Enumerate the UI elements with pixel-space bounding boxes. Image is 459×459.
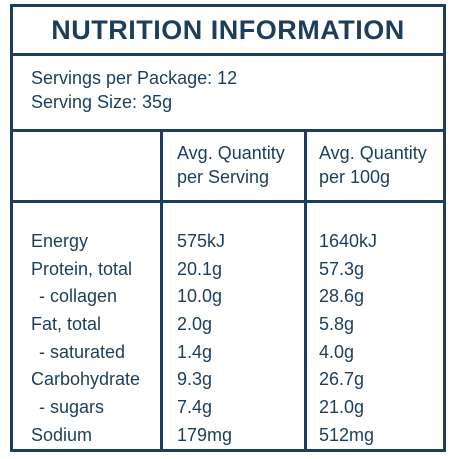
nutrient-name: - collagen: [39, 286, 118, 307]
nutrient-name: - sugars: [39, 397, 105, 418]
column-header-line: per Serving: [177, 167, 270, 187]
serving-size: Serving Size: 35g: [31, 92, 173, 112]
table-row: - sugars 7.4g 21.0g: [13, 394, 443, 422]
per-100g-value: 26.7g: [319, 369, 365, 390]
per-100g-value: 28.6g: [319, 286, 365, 307]
table-row: - collagen 10.0g 28.6g: [13, 283, 443, 311]
table-row: Energy 575kJ 1640kJ: [13, 228, 443, 256]
per-serving-value: 575kJ: [177, 231, 226, 251]
nutrient-name: Carbohydrate: [31, 369, 141, 390]
per-100g-value: 1640kJ: [319, 231, 378, 251]
servings-section: Servings per Package: 12 Serving Size: 3…: [13, 56, 443, 132]
table-row: Sodium 179mg 512mg: [13, 422, 443, 450]
nutrient-name: - saturated: [39, 341, 126, 362]
per-serving-value: 2.0g: [177, 314, 213, 335]
column-header-line: Avg. Quantity: [177, 143, 285, 163]
table-row: - saturated 1.4g 4.0g: [13, 339, 443, 367]
per-100g-value: 57.3g: [319, 258, 365, 279]
nutrient-rows: Energy 575kJ 1640kJ Protein, total 20.1g 57.3…: [13, 228, 443, 450]
column-header-line: Avg. Quantity: [319, 143, 427, 163]
header-divider: [13, 200, 443, 203]
servings-per-package: Servings per Package: 12: [31, 68, 238, 88]
nutrition-panel: NUTRITION INFORMATION Servings per Packa…: [10, 4, 446, 452]
table-row: Protein, total 20.1g 57.3g: [13, 256, 443, 284]
column-divider-2: [304, 132, 307, 449]
nutrient-name: Protein, total: [31, 258, 133, 279]
per-serving-value: 7.4g: [177, 397, 213, 418]
table-row: Carbohydrate 9.3g 26.7g: [13, 366, 443, 394]
per-100g-value: 512mg: [319, 424, 375, 445]
per-serving-value: 1.4g: [177, 341, 213, 362]
panel-title: NUTRITION INFORMATION: [13, 7, 443, 56]
per-serving-value: 9.3g: [177, 369, 213, 390]
nutrient-name: Energy: [31, 231, 89, 251]
column-header-line: per 100g: [319, 167, 391, 187]
nutrient-table: Avg. Quantity per Serving Avg. Quantity …: [13, 132, 443, 449]
nutrient-name: Sodium: [31, 424, 93, 445]
per-100g-value: 5.8g: [319, 314, 355, 335]
column-divider-1: [160, 132, 163, 449]
per-100g-value: 21.0g: [319, 397, 365, 418]
per-serving-value: 179mg: [177, 424, 233, 445]
per-serving-value: 20.1g: [177, 258, 223, 279]
nutrient-name: Fat, total: [31, 314, 102, 335]
table-row: Fat, total 2.0g 5.8g: [13, 311, 443, 339]
per-serving-value: 10.0g: [177, 286, 223, 307]
column-header-per-100g: Avg. Quantity per 100g: [319, 141, 427, 189]
column-header-per-serving: Avg. Quantity per Serving: [177, 141, 285, 189]
per-100g-value: 4.0g: [319, 341, 355, 362]
